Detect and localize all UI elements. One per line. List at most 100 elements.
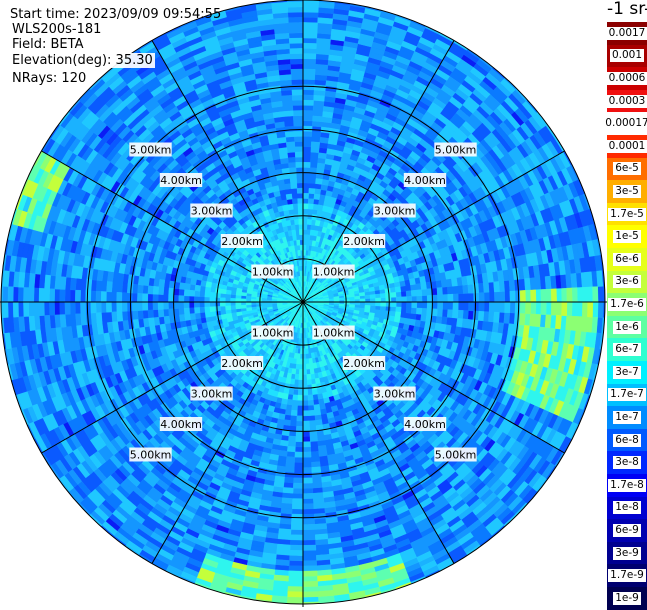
colorbar-tick-label: 1.7e-6: [608, 297, 646, 311]
colorbar-tick-label: 6e-9: [613, 523, 641, 537]
colorbar-title: -1 sr-1: [607, 0, 647, 19]
colorbar-tick-label: 6e-8: [613, 433, 641, 447]
range-label: 1.00km: [313, 327, 355, 340]
device-label: WLS200s-181: [12, 22, 102, 37]
colorbar-tick-label: 1.7e-7: [608, 388, 646, 402]
range-label: 5.00km: [435, 144, 477, 157]
azimuth-line: [151, 301, 304, 564]
range-label: 2.00km: [343, 357, 385, 370]
colorbar-cell: 6e-8: [607, 428, 647, 452]
range-label-bg: [434, 142, 477, 157]
colorbar-tick-label: 1e-6: [613, 320, 641, 334]
colorbar-cell: 1.7e-7: [607, 383, 647, 407]
colorbar-tick-label: 3e-8: [613, 456, 641, 470]
colorbar-cell: 1.7e-5: [607, 202, 647, 226]
colorbar-tick-label: 6e-7: [613, 343, 641, 357]
colorbar-cell: 6e-9: [607, 519, 647, 542]
azimuth-line: [302, 40, 455, 303]
colorbar-cell: 1.7e-9: [607, 564, 647, 587]
colorbar-cell: 1e-7: [607, 406, 647, 429]
range-label-bg: [190, 386, 233, 401]
colorbar-tick-label: 1e-5: [613, 230, 641, 244]
range-label: 5.00km: [435, 449, 477, 462]
range-label-bg: [190, 203, 233, 218]
colorbar-cell: 1e-6: [607, 315, 647, 339]
colorbar-tick-label: 1e-8: [613, 501, 641, 515]
range-label-bg: [342, 356, 386, 370]
range-label: 1.00km: [252, 327, 294, 340]
range-label: 3.00km: [191, 388, 233, 401]
range-label-bg: [403, 417, 447, 431]
range-label-bg: [159, 417, 203, 431]
colorbar-tick-label: 1e-7: [613, 410, 641, 424]
colorbar-tick-label: 3e-5: [613, 184, 641, 198]
range-label: 5.00km: [130, 449, 172, 462]
colorbar-cell: 1.7e-8: [607, 474, 647, 497]
range-label: 1.00km: [313, 266, 355, 279]
nrays-label: NRays: 120: [10, 71, 89, 86]
range-label-bg: [342, 234, 386, 248]
colorbar-cell: 6e-7: [607, 338, 647, 361]
range-label-bg: [373, 386, 416, 401]
range-label-bg: [251, 325, 294, 340]
colorbar-cell: 1.7e-6: [607, 293, 647, 316]
colorbar-cell: 3e-6: [607, 270, 647, 294]
range-label-bg: [312, 325, 355, 340]
colorbar-cell: 0.001: [607, 44, 647, 68]
range-label-bg: [403, 173, 447, 187]
range-label-bg: [129, 142, 172, 157]
start-time-label: Start time: 2023/09/09 09:54:55: [10, 7, 222, 22]
colorbar-cell: 3e-9: [607, 541, 647, 565]
colorbar-cell: 0.00017: [603, 112, 647, 135]
range-label: 4.00km: [404, 418, 446, 431]
colorbar-cell: 0.0003: [606, 89, 647, 113]
range-label: 2.00km: [221, 357, 263, 370]
range-label: 4.00km: [160, 418, 202, 431]
range-label: 2.00km: [221, 235, 263, 248]
range-label-bg: [373, 203, 416, 218]
colorbar-tick-label: 1e-9: [613, 591, 641, 605]
field-label: Field: BETA: [12, 37, 84, 52]
elevation-label: Elevation(deg): 35.30: [10, 53, 155, 68]
colorbar-tick-label: 0.00017: [603, 117, 647, 131]
range-label: 3.00km: [374, 388, 416, 401]
colorbar-tick-label: 3e-6: [613, 275, 641, 289]
colorbar-cell: 0.0006: [606, 67, 647, 90]
colorbar-cell: 6e-6: [607, 248, 647, 271]
colorbar-cell: 3e-8: [607, 451, 647, 474]
range-label: 3.00km: [374, 205, 416, 218]
range-label: 5.00km: [130, 144, 172, 157]
colorbar-tick-label: 6e-5: [613, 162, 641, 176]
colorbar-cell: 3e-5: [607, 180, 647, 203]
range-label-bg: [159, 173, 203, 187]
range-label-bg: [220, 356, 264, 370]
range-label-bg: [220, 234, 264, 248]
colorbar-tick-label: 1.7e-5: [608, 207, 646, 221]
colorbar-tick-label: 6e-6: [613, 252, 641, 266]
range-label-bg: [312, 264, 355, 279]
range-label: 3.00km: [191, 205, 233, 218]
range-label: 2.00km: [343, 235, 385, 248]
range-label: 1.00km: [252, 266, 294, 279]
colorbar-tick-label: 3e-7: [613, 365, 641, 379]
azimuth-line: [151, 40, 304, 303]
range-label-bg: [129, 447, 172, 462]
azimuth-line: [302, 301, 455, 564]
range-label: 4.00km: [160, 174, 202, 187]
colorbar-tick-label: 3e-9: [613, 546, 641, 560]
colorbar-tick-label: 0.0001: [606, 139, 647, 153]
colorbar-cell: 1e-5: [607, 225, 647, 248]
colorbar-tick-label: 0.0006: [606, 71, 647, 85]
colorbar-tick-label: 0.0017: [606, 26, 647, 40]
colorbar-cell: 1e-9: [607, 587, 647, 610]
colorbar-cell: 1e-8: [607, 496, 647, 520]
range-label-bg: [434, 447, 477, 462]
colorbar-cell: 0.0017: [606, 22, 647, 45]
range-label: 4.00km: [404, 174, 446, 187]
colorbar-cell: 3e-7: [607, 361, 647, 384]
colorbar-tick-label: 1.7e-8: [608, 478, 646, 492]
range-labels: 1.00km 1.00km 1.00km 1.00km 2.00km 2.00km 2.00…: [129, 142, 477, 462]
range-label-bg: [251, 264, 294, 279]
colorbar-cell: 6e-5: [607, 157, 647, 181]
